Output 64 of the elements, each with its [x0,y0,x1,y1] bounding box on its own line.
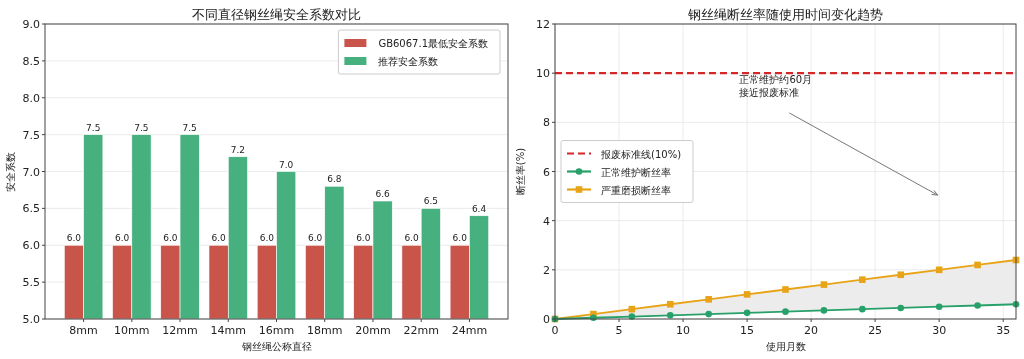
data-label: 7.2 [230,144,246,155]
x-tick-label: 16mm [258,324,295,337]
x-tick-label: 10 [676,324,691,337]
y-axis-title: 安全系数 [5,151,16,192]
x-tick-label: 15 [740,324,755,337]
data-label: 6.0 [163,233,178,244]
y-tick-label: 8 [543,116,550,130]
x-tick-label: 14mm [210,324,246,337]
data-label: 7.5 [182,122,197,133]
x-tick-label: 12mm [162,324,198,337]
x-tick-label: 24mm [451,324,488,337]
x-tick-label: 0 [551,324,559,337]
data-label: 6.4 [471,203,487,214]
y-tick-label: 4 [543,214,550,228]
x-tick-label: 22mm [403,324,439,337]
y-tick-label: 5.0 [22,313,40,326]
legend-label: GB6067.1最低安全系数 [378,38,488,49]
y-tick-label: 6 [543,165,550,179]
y-tick-label: 10 [536,67,550,81]
y-axis-title: 断丝率(%) [515,147,526,196]
x-axis-title: 钢丝绳公称直径 [240,341,312,352]
data-label: 7.5 [86,122,101,133]
annotation: 正常维护约60月 [739,74,813,85]
x-tick-label: 30 [932,324,947,337]
annotation: 接近报废标准 [739,87,800,98]
y-tick-label: 12 [536,18,550,31]
y-tick-label: 7.5 [22,128,40,142]
legend-label: 报废标准线(10%) [600,148,682,160]
legend-label: 正常维护断丝率 [601,166,671,178]
data-label: 6.0 [211,233,227,244]
y-tick-label: 8.5 [22,54,40,68]
x-tick-label: 20 [804,324,819,337]
legend-label: 严重磨损断丝率 [601,184,671,196]
x-tick-label: 35 [996,324,1011,337]
y-tick-label: 9.0 [22,18,40,31]
x-axis-title: 使用月数 [765,341,806,352]
y-tick-label: 6.5 [22,202,40,216]
data-label: 6.0 [259,233,275,244]
data-label: 7.5 [134,122,149,133]
data-label: 6.0 [66,233,82,244]
x-tick-label: 8mm [69,324,98,337]
x-tick-label: 25 [868,324,883,337]
data-label: 7.0 [278,159,294,170]
data-label: 6.6 [375,189,391,199]
legend-label: 推荐安全系数 [378,56,439,67]
y-tick-label: 5.5 [22,276,40,290]
y-tick-label: 7.0 [22,165,40,179]
data-label: 6.0 [356,233,371,244]
data-label: 6.8 [327,174,342,185]
x-tick-label: 10mm [114,324,150,337]
y-tick-label: 8.0 [22,91,40,105]
data-label: 6.0 [115,233,130,244]
y-tick-label: 6.0 [22,239,40,253]
y-tick-label: 0 [543,313,550,326]
x-tick-label: 20mm [355,324,391,337]
data-label: 6.0 [307,233,323,244]
data-label: 6.0 [404,233,419,244]
data-label: 6.0 [452,233,468,244]
chart-title: 钢丝绳断丝率随使用时间变化趋势 [687,7,883,22]
chart-title: 不同直径钢丝绳安全系数对比 [192,7,361,22]
data-label: 6.5 [423,196,438,207]
x-tick-label: 5 [615,324,623,337]
x-tick-label: 18mm [307,324,343,337]
y-tick-label: 2 [543,263,550,277]
